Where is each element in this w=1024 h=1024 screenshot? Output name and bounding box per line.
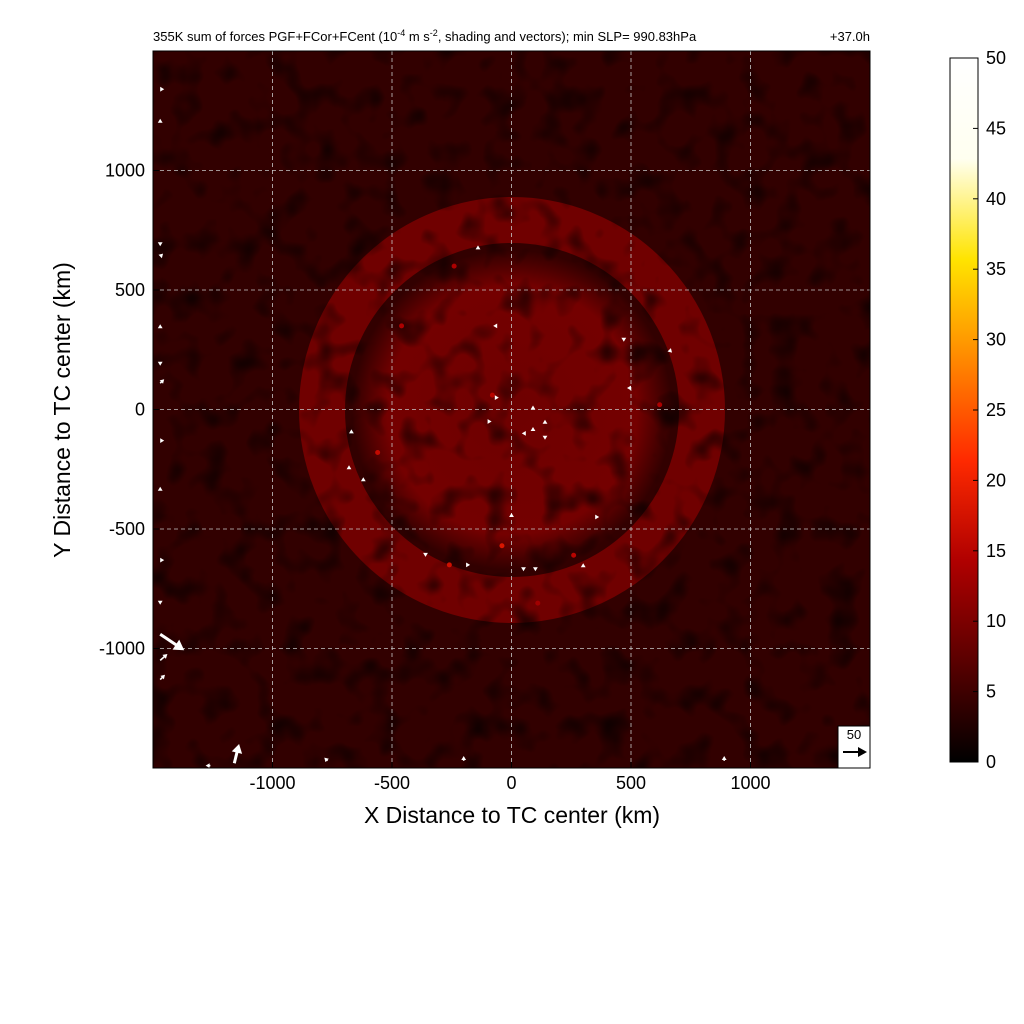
force-vector	[509, 513, 514, 517]
force-vector	[521, 567, 526, 572]
force-vector	[159, 632, 185, 651]
hot-spot	[375, 450, 381, 456]
y-axis-title: Y Distance to TC center (km)	[49, 262, 75, 558]
force-vector	[667, 348, 673, 353]
force-vector	[324, 757, 329, 763]
colorbar-tick-label: 5	[986, 682, 996, 702]
force-vector	[157, 486, 163, 491]
force-vector	[580, 563, 586, 568]
force-vector	[627, 385, 631, 391]
force-vector	[595, 514, 600, 520]
force-vector	[159, 654, 168, 661]
force-vector	[157, 324, 163, 329]
force-vector	[346, 465, 352, 470]
force-vector	[530, 427, 536, 431]
colorbar-tick-label: 0	[986, 752, 996, 772]
force-vector	[159, 379, 165, 384]
y-axis-ticks: -1000 -500 0 500 1000	[99, 161, 159, 659]
colorbar: 0 5 10 15 20 25 30 35 40 45 50	[949, 48, 1006, 772]
colorbar-ticks: 0 5 10 15 20 25 30 35 40 45 50	[973, 48, 1006, 772]
x-tick-label: 500	[616, 773, 646, 793]
colorbar-tick-label: 40	[986, 189, 1006, 209]
force-vector	[621, 337, 627, 342]
force-vector	[475, 245, 481, 250]
force-vector	[542, 419, 548, 424]
force-vector	[348, 429, 354, 434]
force-vector	[160, 438, 165, 443]
force-vector	[160, 557, 165, 563]
y-tick-label: 0	[135, 400, 145, 420]
force-vector	[423, 552, 428, 557]
force-vector	[157, 242, 163, 247]
reference-vector-box	[837, 725, 871, 769]
x-tick-label: -1000	[249, 773, 295, 793]
force-vector	[461, 755, 467, 761]
hot-spot	[446, 562, 452, 568]
y-tick-label: -500	[109, 519, 145, 539]
colorbar-tick-label: 50	[986, 48, 1006, 68]
force-vector	[157, 361, 163, 366]
force-vector	[205, 763, 211, 768]
hot-spot	[535, 600, 541, 606]
x-axis-ticks: -1000 -500 0 500 1000	[249, 762, 771, 793]
force-vectors-layer	[157, 86, 850, 768]
force-vector	[493, 323, 498, 329]
hot-spot	[571, 552, 577, 558]
force-vector	[466, 562, 471, 568]
force-vector	[542, 435, 548, 440]
force-vector	[157, 118, 163, 123]
colorbar-tick-label: 25	[986, 400, 1006, 420]
hot-spot	[451, 263, 457, 269]
force-vector	[231, 743, 243, 764]
y-tick-label: 1000	[105, 161, 145, 181]
colorbar-tick-label: 30	[986, 330, 1006, 350]
time-label: +37.0h	[830, 29, 870, 44]
hot-spot	[399, 323, 405, 329]
x-tick-label: 0	[506, 773, 516, 793]
colorbar-tick-label: 20	[986, 470, 1006, 490]
hot-spots-layer	[375, 263, 663, 606]
x-tick-label: -500	[374, 773, 410, 793]
y-tick-label: -1000	[99, 639, 145, 659]
reference-vector-legend: 50	[837, 725, 871, 769]
force-vector	[521, 431, 526, 436]
colorbar-tick-label: 45	[986, 118, 1006, 138]
reference-vector-label: 50	[847, 727, 861, 742]
y-tick-label: 500	[115, 280, 145, 300]
force-vector	[487, 419, 492, 424]
force-vector	[160, 86, 165, 92]
colorbar-tick-label: 10	[986, 611, 1006, 631]
colorbar-tick-label: 35	[986, 259, 1006, 279]
force-vector	[494, 395, 499, 400]
chart-title: 355K sum of forces PGF+FCor+FCent (10-4 …	[153, 28, 697, 44]
plot-area	[153, 51, 870, 768]
force-vector	[158, 253, 164, 259]
force-vector	[360, 477, 366, 482]
reference-vector-arrowhead	[858, 747, 867, 757]
force-vector	[159, 674, 165, 681]
force-vector	[530, 405, 536, 410]
x-tick-label: 1000	[730, 773, 770, 793]
hot-spot	[489, 392, 495, 398]
colorbar-tick-label: 15	[986, 541, 1006, 561]
hot-spot	[657, 402, 663, 408]
force-vector	[157, 600, 163, 605]
x-axis-title: X Distance to TC center (km)	[364, 802, 660, 828]
hot-spot	[499, 543, 505, 549]
force-vector	[721, 755, 727, 761]
force-vector	[533, 567, 538, 572]
grid-lines	[153, 51, 870, 768]
